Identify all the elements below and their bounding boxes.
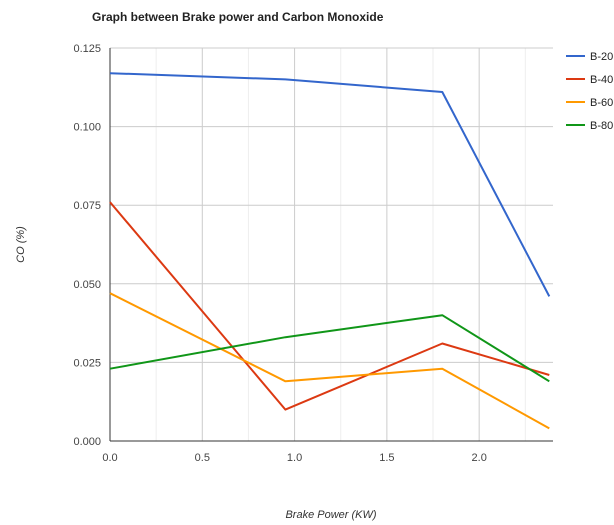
y-tick-label: 0.025 (73, 357, 101, 369)
series-line-b-80 (109, 314, 550, 383)
series-line-b-60 (109, 292, 550, 430)
tick-labels: 0.0 0.5 1.0 1.5 2.0 0.000 0.025 0.050 0.075 0.100… (73, 43, 486, 464)
series-lines (109, 72, 551, 430)
legend: B-20 B-40 B-60 B-80 (566, 51, 613, 132)
y-axis-title: CO (%) (15, 226, 27, 263)
y-tick-label: 0.000 (73, 436, 101, 448)
legend-label: B-40 (590, 74, 613, 86)
legend-label: B-60 (590, 97, 613, 109)
y-tick-label: 0.075 (73, 200, 101, 212)
y-tick-label: 0.050 (73, 279, 101, 291)
x-axis-title: Brake Power (KW) (285, 509, 376, 521)
series-line-b-20 (109, 72, 551, 297)
chart-title: Graph between Brake power and Carbon Mon… (92, 10, 384, 24)
x-tick-label: 0.5 (195, 452, 210, 464)
y-tick-label: 0.100 (73, 122, 101, 134)
x-tick-label: 2.0 (472, 452, 487, 464)
grid (109, 47, 553, 442)
series-line-b-40 (109, 201, 550, 411)
x-tick-label: 1.0 (287, 452, 302, 464)
x-tick-label: 0.0 (102, 452, 117, 464)
y-tick-label: 0.125 (73, 43, 101, 55)
legend-label: B-80 (590, 120, 613, 132)
legend-label: B-20 (590, 51, 613, 63)
x-tick-label: 1.5 (379, 452, 394, 464)
